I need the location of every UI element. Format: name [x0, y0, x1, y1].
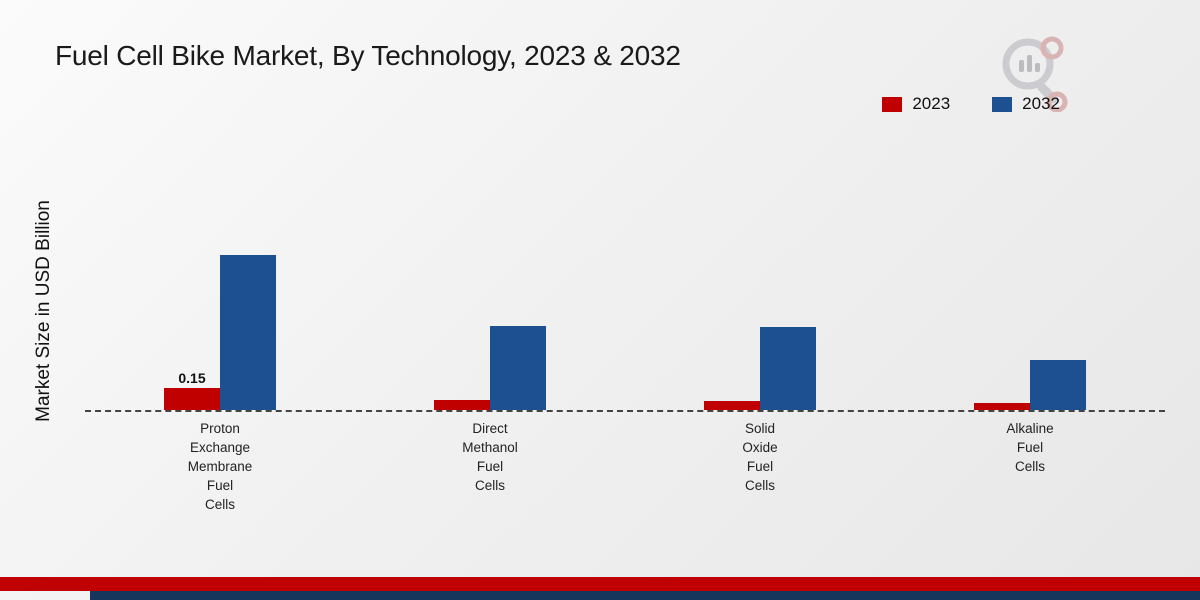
legend-label-2023: 2023: [912, 94, 951, 113]
bar-wrap: 0.15: [164, 370, 220, 410]
legend-label-2032: 2032: [1022, 94, 1060, 113]
bar-2032: [1030, 360, 1086, 410]
bar-wrap: [974, 403, 1030, 410]
x-axis-baseline: [85, 410, 1165, 412]
bar-2032: [490, 326, 546, 410]
footer-red-band: [0, 577, 1200, 591]
bar-wrap: [704, 401, 760, 410]
category-label: Direct Methanol Fuel Cells: [462, 421, 518, 493]
category-label: Solid Oxide Fuel Cells: [742, 421, 778, 493]
bar-value-label: 0.15: [178, 370, 206, 386]
bar-2023: [704, 401, 760, 410]
footer-blue-band: [90, 591, 1200, 600]
bar-group: [405, 130, 575, 410]
category-labels: Proton Exchange Membrane Fuel Cells Direc…: [85, 420, 1165, 514]
bar-2032: [760, 327, 816, 410]
bar-group: [945, 130, 1115, 410]
chart-title: Fuel Cell Bike Market, By Technology, 20…: [55, 40, 681, 71]
legend-item-2032: 2032: [992, 94, 1060, 114]
legend-swatch-2023: [882, 96, 903, 112]
brand-logo-icon: [1002, 36, 1068, 112]
bar-wrap: [220, 255, 276, 410]
bar-2023: [434, 400, 490, 410]
category-label: Alkaline Fuel Cells: [1006, 421, 1054, 474]
legend-item-2023: 2023: [882, 94, 950, 114]
bar-group: [675, 130, 845, 410]
bar-2023: [974, 403, 1030, 410]
bar-wrap: [434, 400, 490, 410]
y-axis-label: Market Size in USD Billion: [33, 200, 54, 422]
bar-pair: 0.15: [164, 255, 276, 410]
bar-pair: [704, 327, 816, 410]
bar-pair: [974, 360, 1086, 410]
bar-wrap: [760, 327, 816, 410]
legend: 2023 2032: [882, 94, 1060, 114]
bar-group: 0.15: [135, 130, 305, 410]
legend-swatch-2032: [992, 96, 1013, 112]
bar-2032: [220, 255, 276, 410]
bar-wrap: [1030, 360, 1086, 410]
bar-pair: [434, 326, 546, 410]
category-label: Proton Exchange Membrane Fuel Cells: [187, 421, 253, 512]
bar-2023: [164, 388, 220, 410]
plot-area: 0.15: [85, 130, 1165, 410]
bar-wrap: [490, 326, 546, 410]
